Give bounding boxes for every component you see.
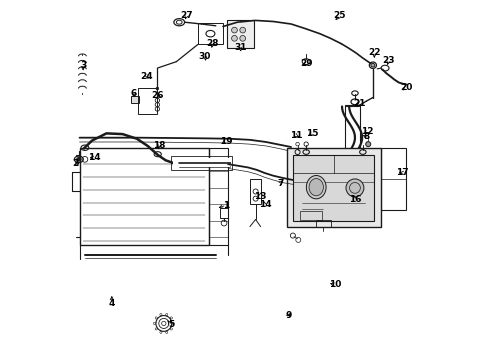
Ellipse shape	[77, 158, 81, 161]
Bar	[171, 156, 232, 170]
Text: 29: 29	[299, 59, 312, 68]
Bar	[286, 148, 380, 227]
Text: 11: 11	[289, 131, 302, 140]
Text: 10: 10	[328, 280, 340, 289]
Text: 14: 14	[258, 200, 271, 209]
Bar	[300, 211, 321, 220]
Text: 28: 28	[206, 39, 219, 48]
Text: 1: 1	[223, 201, 229, 210]
Bar	[220, 208, 227, 218]
Text: 22: 22	[367, 48, 380, 57]
Bar	[208, 148, 228, 244]
Text: 2: 2	[72, 159, 78, 168]
Text: 12: 12	[360, 127, 373, 136]
Text: 18: 18	[153, 141, 165, 150]
Text: 19: 19	[219, 137, 232, 146]
Text: 25: 25	[333, 11, 345, 20]
Ellipse shape	[370, 63, 374, 67]
Bar	[292, 155, 373, 221]
Text: 15: 15	[305, 129, 318, 138]
Text: 17: 17	[395, 168, 408, 177]
Text: 9: 9	[285, 311, 291, 320]
Text: 3: 3	[80, 61, 86, 70]
Bar	[172, 158, 230, 167]
Text: 7: 7	[277, 179, 283, 188]
Bar	[80, 148, 208, 244]
Text: 4: 4	[108, 299, 115, 308]
Circle shape	[231, 27, 237, 33]
Bar	[316, 220, 330, 227]
Text: 21: 21	[352, 99, 365, 108]
Text: 26: 26	[151, 91, 163, 100]
Bar	[227, 20, 254, 48]
Text: 31: 31	[233, 43, 246, 52]
Bar	[198, 23, 223, 44]
Circle shape	[156, 87, 159, 90]
Text: 16: 16	[348, 195, 361, 204]
Text: 27: 27	[180, 11, 192, 20]
Ellipse shape	[308, 179, 323, 196]
Ellipse shape	[306, 176, 325, 199]
Text: 13: 13	[254, 192, 266, 201]
Bar	[131, 96, 139, 103]
Text: 23: 23	[382, 57, 394, 66]
Text: 30: 30	[199, 52, 211, 61]
Bar	[249, 179, 261, 204]
Bar	[137, 88, 157, 114]
Text: 6: 6	[131, 89, 137, 98]
Text: 8: 8	[363, 132, 369, 141]
Text: 20: 20	[400, 83, 412, 92]
Circle shape	[239, 36, 245, 41]
Circle shape	[239, 27, 245, 33]
Circle shape	[346, 179, 363, 197]
Circle shape	[365, 141, 370, 147]
Text: 14: 14	[88, 153, 101, 162]
Bar	[344, 105, 359, 154]
Bar	[381, 148, 405, 211]
Text: 5: 5	[167, 320, 174, 329]
Circle shape	[231, 36, 237, 41]
Text: 24: 24	[141, 72, 153, 81]
